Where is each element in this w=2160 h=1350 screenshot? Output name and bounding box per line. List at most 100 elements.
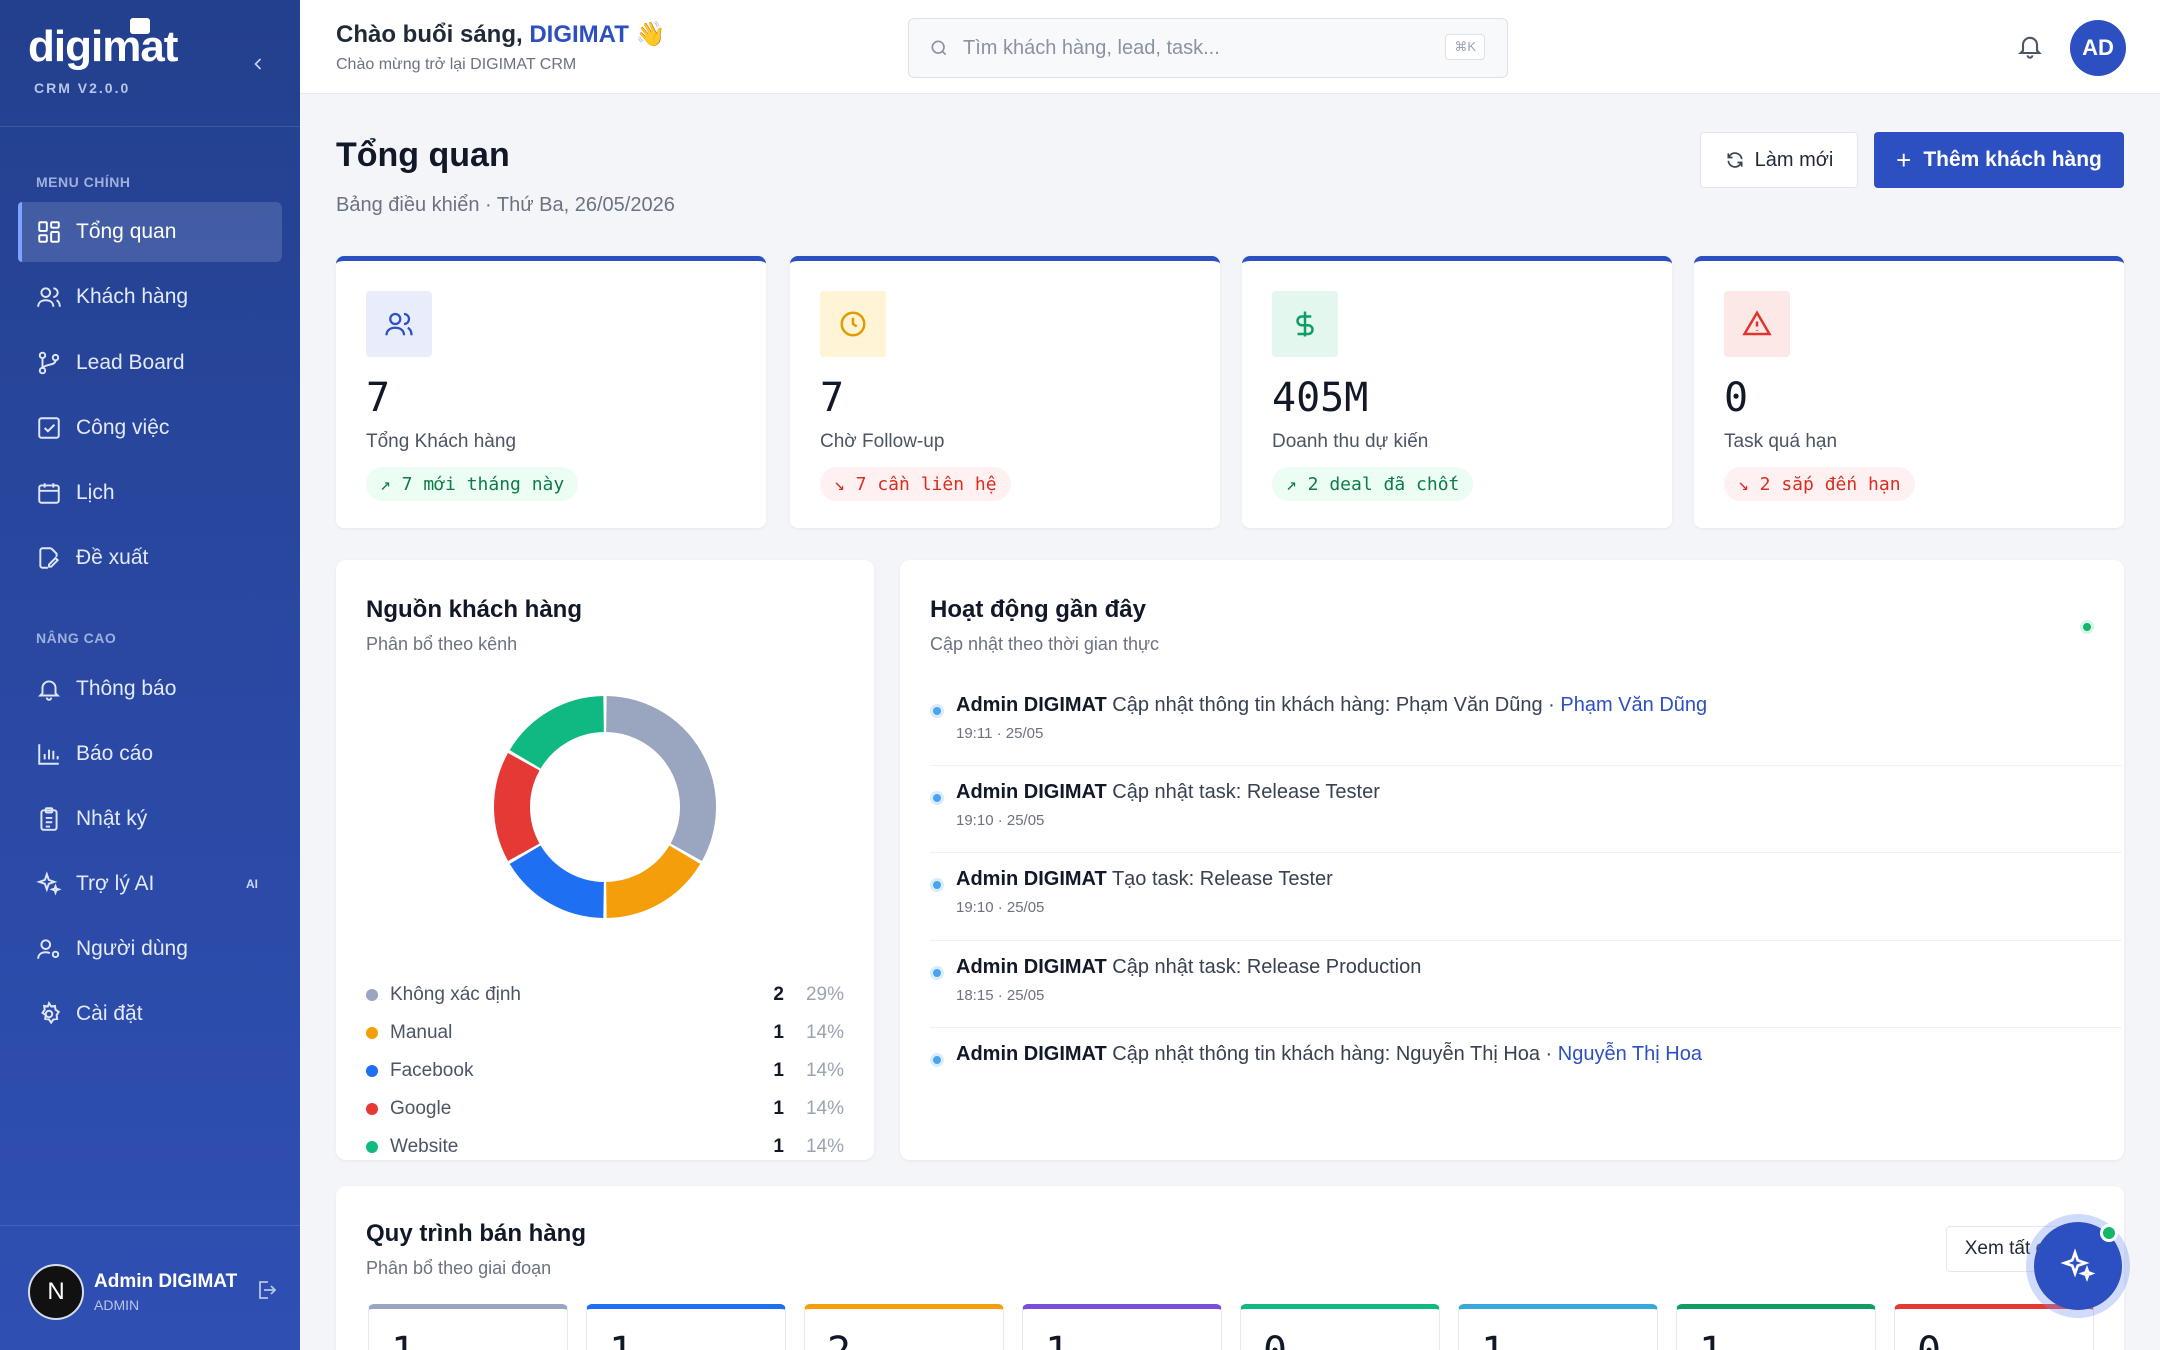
pipeline-stage[interactable]: 0 <box>1894 1304 2094 1350</box>
donut-slice-2[interactable] <box>509 844 605 918</box>
search-input[interactable] <box>963 36 1433 60</box>
greeting: Chào buổi sáng, DIGIMAT 👋 <box>336 21 666 48</box>
stat-trend: ↗ 2 deal đã chốt <box>1272 467 1474 501</box>
activity-item[interactable]: Admin DIGIMAT Tạo task: Release Tester 1… <box>930 868 2122 916</box>
pipeline-stage[interactable]: 2 <box>804 1304 1004 1350</box>
wave-icon: 👋 <box>635 21 666 48</box>
legend-count: 1 <box>773 1136 784 1157</box>
user-cog-icon <box>37 939 60 959</box>
activity-subtitle: Cập nhật theo thời gian thực <box>930 634 1159 654</box>
activity-item[interactable]: Admin DIGIMAT Cập nhật task: Release Tes… <box>930 781 2122 829</box>
stage-value: 1 <box>1699 1329 1723 1350</box>
section-title-main: MENU CHÍNH <box>36 174 131 190</box>
sidebar-item-label: Cài đặt <box>76 1002 143 1025</box>
refresh-button[interactable]: Làm mới <box>1700 132 1858 188</box>
pipeline-stage[interactable]: 1 <box>1022 1304 1222 1350</box>
sidebar-item-customers[interactable]: Khách hàng <box>18 267 282 327</box>
stat-label: Tổng Khách hàng <box>366 431 517 452</box>
pipeline-stage[interactable]: 0 <box>1240 1304 1440 1350</box>
brand[interactable]: digimat CRM V2.0.0 <box>28 18 178 96</box>
activity-card: Hoạt động gần đây Cập nhật theo thời gia… <box>900 560 2124 1160</box>
pipeline-stage[interactable]: 1 <box>1458 1304 1658 1350</box>
stat-card-customers[interactable]: 7 Tổng Khách hàng ↗ 7 mới tháng này <box>336 256 766 528</box>
chevron-left-icon[interactable] <box>248 54 268 74</box>
user-role: ADMIN <box>94 1297 140 1313</box>
sidebar-item-settings[interactable]: Cài đặt <box>18 984 282 1044</box>
activity-divider <box>930 852 2122 853</box>
sidebar-item-calendar[interactable]: Lịch <box>18 463 282 523</box>
sidebar-item-label: Đề xuất <box>76 546 149 569</box>
pipeline-stage[interactable]: 1 <box>1676 1304 1876 1350</box>
clock-icon <box>840 311 866 337</box>
grid-icon <box>38 221 60 243</box>
stat-label: Doanh thu dự kiến <box>1272 431 1429 452</box>
add-customer-button[interactable]: + Thêm khách hàng <box>1874 132 2124 188</box>
stat-card-revenue[interactable]: 405M Doanh thu dự kiến ↗ 2 deal đã chốt <box>1242 256 1672 528</box>
plus-icon: + <box>1896 144 1912 175</box>
legend-label: Không xác định <box>390 984 521 1005</box>
donut-slice-4[interactable] <box>509 696 605 770</box>
activity-text: Admin DIGIMAT Cập nhật task: Release Pro… <box>956 956 1422 978</box>
legend-item[interactable]: Không xác định 2 29% <box>366 980 844 1010</box>
bell-icon[interactable] <box>2016 32 2044 60</box>
stage-value: 1 <box>1481 1329 1505 1350</box>
sidebar-item-notifications[interactable]: Thông báo <box>18 659 282 719</box>
legend-item[interactable]: Google 1 14% <box>366 1094 844 1124</box>
activity-link[interactable]: Nguyễn Thị Hoa <box>1557 1043 1702 1065</box>
sidebar-item-label: Trợ lý AI <box>76 872 155 895</box>
ai-assistant-fab[interactable] <box>2034 1222 2122 1310</box>
sources-subtitle: Phân bổ theo kênh <box>366 634 518 654</box>
sidebar-item-label: Khách hàng <box>76 285 189 308</box>
stage-value: 0 <box>1917 1329 1941 1350</box>
sidebar-item-lead-board[interactable]: Lead Board <box>18 333 282 393</box>
refresh-icon <box>1727 152 1743 168</box>
sidebar-item-tasks[interactable]: Công việc <box>18 398 282 458</box>
live-indicator <box>2080 620 2094 634</box>
activity-link[interactable]: Phạm Văn Dũng <box>1560 694 1708 716</box>
activity-text: Admin DIGIMAT Cập nhật thông tin khách h… <box>956 1043 1702 1065</box>
activity-divider <box>930 940 2122 941</box>
legend-dot <box>366 989 378 1001</box>
donut-slice-3[interactable] <box>494 752 540 862</box>
activity-text: Admin DIGIMAT Tạo task: Release Tester <box>956 868 1333 890</box>
pipeline-stage[interactable]: 1 <box>586 1304 786 1350</box>
pipeline-subtitle: Phân bổ theo giai đoạn <box>366 1258 552 1278</box>
sidebar-item-users[interactable]: Người dùng <box>18 919 282 979</box>
sidebar-item-overview[interactable]: Tổng quan <box>18 202 282 262</box>
activity-item[interactable]: Admin DIGIMAT Cập nhật task: Release Pro… <box>930 956 2122 1004</box>
donut-slice-0[interactable] <box>605 696 716 862</box>
pipeline-title: Quy trình bán hàng <box>366 1220 586 1247</box>
activity-item[interactable]: Admin DIGIMAT Cập nhật thông tin khách h… <box>930 1043 2122 1067</box>
stat-value: 7 <box>366 375 391 421</box>
donut-slice-1[interactable] <box>605 844 701 918</box>
header-avatar[interactable]: AD <box>2070 20 2126 76</box>
search-box[interactable]: ⌘K <box>908 18 1508 78</box>
checkbox-icon <box>38 417 60 439</box>
stat-trend: ↗ 7 mới tháng này <box>366 467 579 501</box>
sidebar-item-ai-assistant[interactable]: Trợ lý AI AI <box>18 854 282 914</box>
sidebar-item-proposals[interactable]: Đề xuất <box>18 528 282 588</box>
user-profile[interactable]: N Admin DIGIMAT ADMIN <box>28 1264 237 1320</box>
sidebar-divider <box>0 1225 300 1226</box>
legend-percent: 14% <box>805 1060 844 1081</box>
sidebar-item-label: Nhật ký <box>76 807 148 830</box>
donut-chart <box>494 696 716 918</box>
sidebar-item-log[interactable]: Nhật ký <box>18 789 282 849</box>
sidebar-item-label: Lịch <box>76 481 115 504</box>
legend-count: 2 <box>773 984 784 1005</box>
stat-icon-box <box>1724 291 1790 357</box>
activity-text: Admin DIGIMAT Cập nhật task: Release Tes… <box>956 781 1380 803</box>
pipeline-stage[interactable]: 1 <box>368 1304 568 1350</box>
activity-time: 19:10 · 25/05 <box>956 899 1045 916</box>
legend-item[interactable]: Manual 1 14% <box>366 1018 844 1048</box>
brand-logo: digimat <box>28 18 178 72</box>
logout-icon[interactable] <box>254 1278 278 1302</box>
sidebar-item-reports[interactable]: Báo cáo <box>18 724 282 784</box>
brand-version: CRM V2.0.0 <box>34 80 131 96</box>
activity-time: 18:15 · 25/05 <box>956 987 1045 1004</box>
stat-card-follow-up[interactable]: 7 Chờ Follow-up ↘ 7 cần liên hệ <box>790 256 1220 528</box>
legend-item[interactable]: Website 1 14% <box>366 1132 844 1162</box>
stat-card-overdue[interactable]: 0 Task quá hạn ↘ 2 sắp đến hạn <box>1694 256 2124 528</box>
legend-item[interactable]: Facebook 1 14% <box>366 1056 844 1086</box>
activity-item[interactable]: Admin DIGIMAT Cập nhật thông tin khách h… <box>930 694 2122 742</box>
